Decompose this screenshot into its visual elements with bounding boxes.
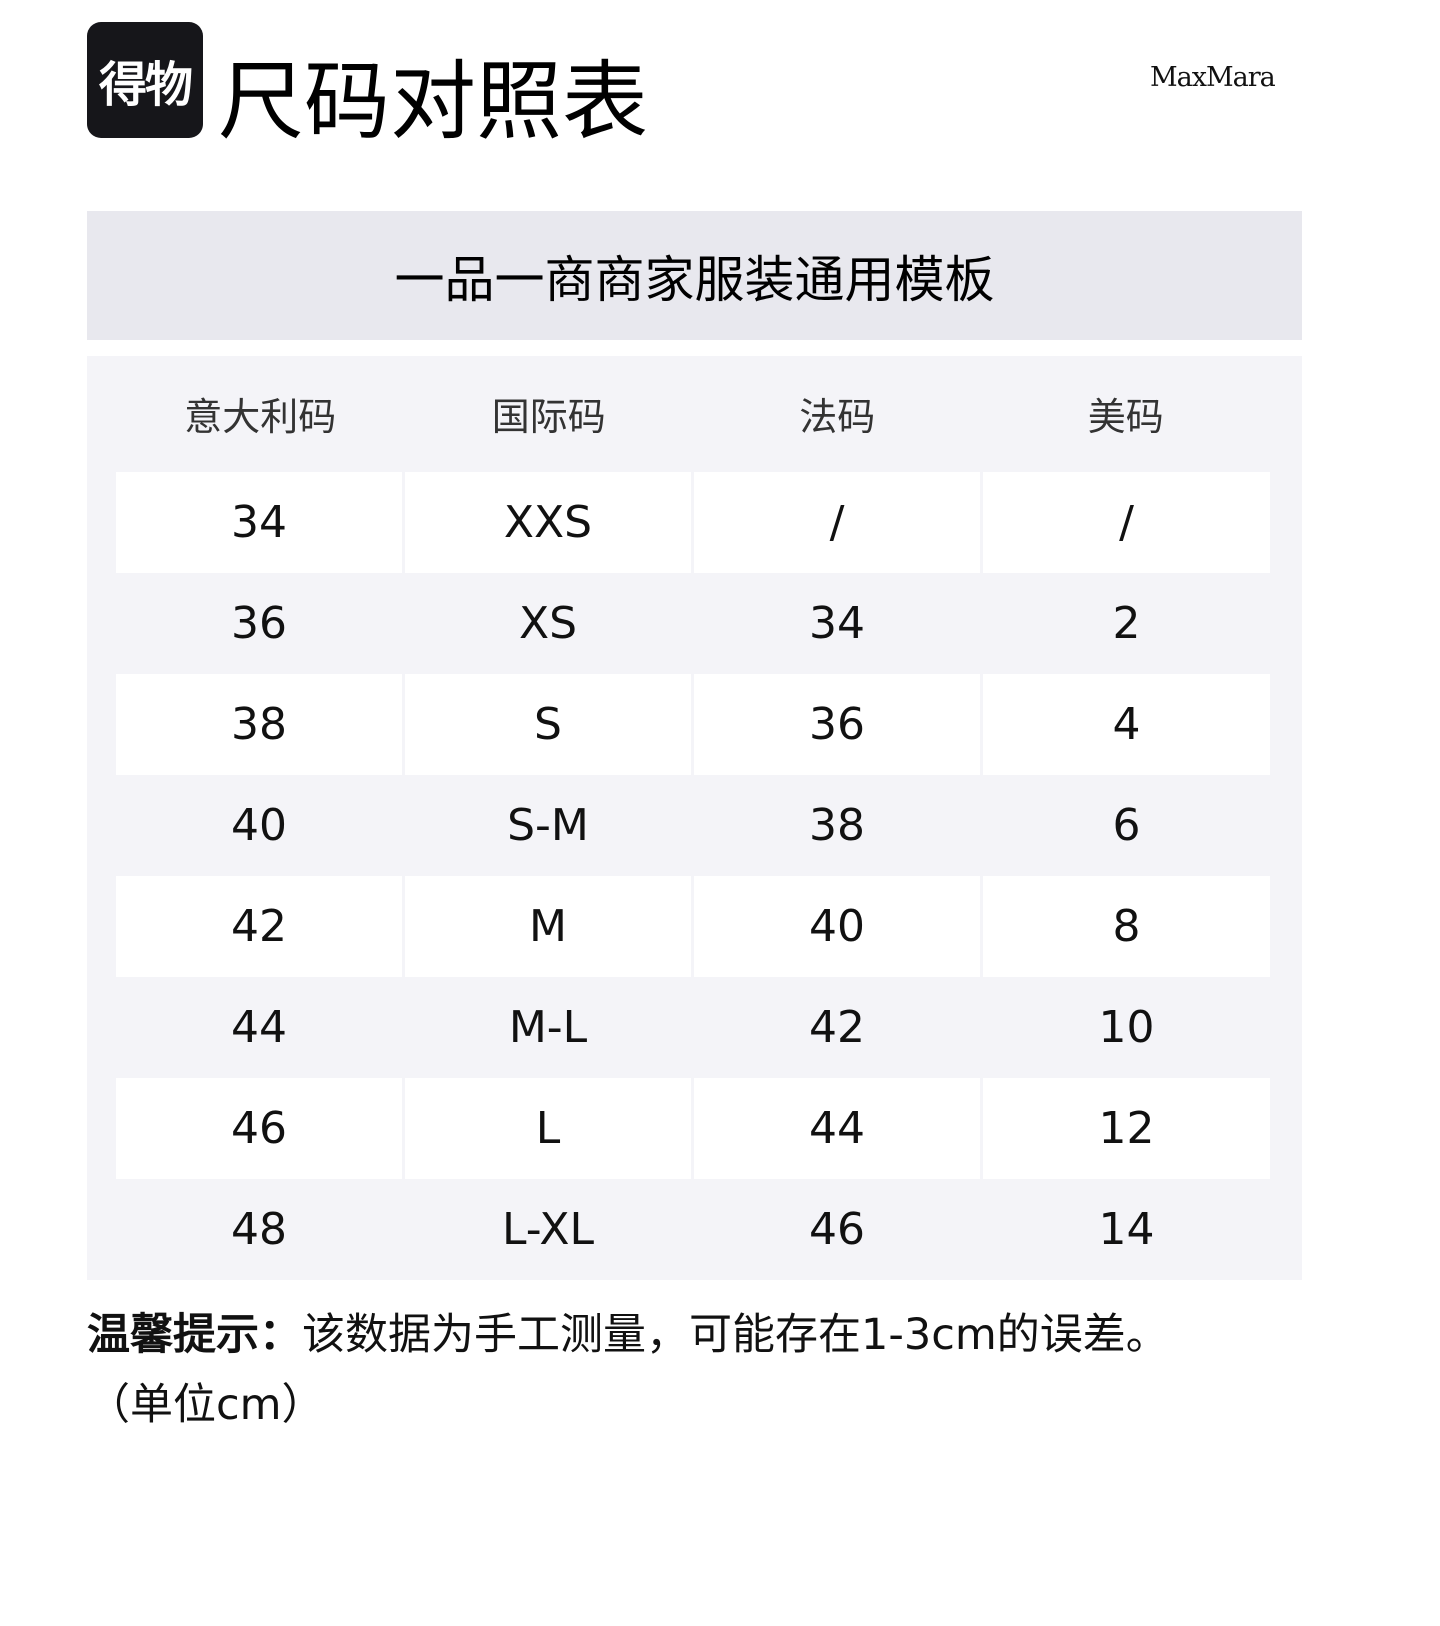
table-row: 38 S 36 4: [116, 674, 1270, 775]
table-cell: 34: [809, 598, 865, 649]
table-cell: 44: [231, 1002, 287, 1053]
note-text: 该数据为手工测量，可能存在1-3cm的误差。: [302, 1310, 1169, 1360]
header-cell: 美码: [1087, 395, 1164, 439]
note: 温馨提示：该数据为手工测量，可能存在1-3cm的误差。 （单位cm）: [87, 1300, 1337, 1440]
table-row: 44 M-L 42 10: [116, 977, 1270, 1078]
table-row: 36 XS 34 2: [116, 573, 1270, 674]
table-cell: 38: [116, 674, 402, 775]
table-cell: 42: [116, 876, 402, 977]
table-cell: 46: [809, 1204, 865, 1255]
header-cell: 意大利码: [184, 395, 337, 439]
table-cell: XS: [518, 598, 578, 649]
table-cell: 44: [694, 1078, 980, 1179]
size-table: 意大利码 国际码 法码 美码 34 XXS //36 XS 34 2 38 S 36 4 40 S-M…: [87, 356, 1302, 1280]
table-cell: 4: [983, 674, 1270, 775]
table-cell: 38: [809, 800, 865, 851]
table-cell: /: [694, 472, 980, 573]
table-cell: /: [983, 472, 1270, 573]
dewu-logo: 得物: [87, 22, 203, 138]
table-cell: 2: [1112, 598, 1141, 649]
brand-logo: MaxMara: [1150, 62, 1276, 93]
table-row: 40 S-M 38 6: [116, 775, 1270, 876]
table-body: 34 XXS //36 XS 34 2 38 S 36 4 40 S-M 38 6 42 M 40 8 44 M-L 4…: [116, 472, 1270, 1280]
table-cell: L-XL: [501, 1204, 595, 1255]
table-row: 34 XXS / /: [116, 472, 1270, 573]
table-cell: S-M: [507, 800, 589, 851]
table-cell: 6: [1112, 800, 1141, 851]
table-cell: 8: [983, 876, 1270, 977]
unit-text: （单位cm）: [87, 1380, 325, 1430]
table-cell: 36: [694, 674, 980, 775]
header-cell: 国际码: [491, 395, 606, 439]
table-cell: 14: [1098, 1204, 1155, 1255]
table-row: 48 L-XL 46 14: [116, 1179, 1270, 1280]
table-cell: 46: [116, 1078, 402, 1179]
table-cell: S: [405, 674, 691, 775]
table-cell: 42: [809, 1002, 865, 1053]
table-cell: L: [405, 1078, 691, 1179]
table-cell: 40: [231, 800, 287, 851]
page-title: 尺码对照表: [218, 52, 648, 152]
table-row: 46 L 44 12: [116, 1078, 1270, 1179]
table-cell: 12: [983, 1078, 1270, 1179]
note-label: 温馨提示：: [87, 1310, 302, 1360]
table-cell: 48: [231, 1204, 287, 1255]
table-cell: 34: [116, 472, 402, 573]
template-title: 一品一商商家服装通用模板: [87, 211, 1302, 340]
table-cell: 40: [694, 876, 980, 977]
table-header: 意大利码 国际码 法码 美码: [116, 386, 1270, 441]
table-cell: M-L: [508, 1002, 588, 1053]
table-cell: 36: [231, 598, 287, 649]
table-cell: XXS: [405, 472, 691, 573]
table-row: 42 M 40 8: [116, 876, 1270, 977]
table-cell: 10: [1098, 1002, 1155, 1053]
table-cell: M: [405, 876, 691, 977]
header-cell: 法码: [799, 395, 876, 439]
